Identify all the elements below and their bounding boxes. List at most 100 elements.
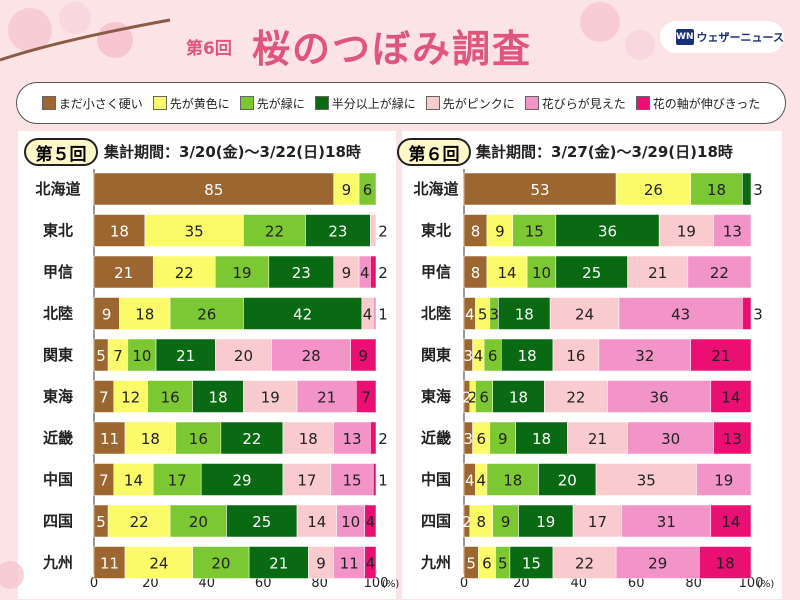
data-label: 4	[366, 555, 376, 573]
data-label: 3	[464, 347, 474, 365]
legend-label: 花びらが見えた	[541, 96, 626, 111]
legend-item: 花の軸が伸びきった	[635, 95, 760, 112]
data-label: 53	[531, 181, 550, 199]
bar-segment	[248, 546, 309, 579]
data-label: 25	[582, 264, 601, 282]
x-tick-label: 60	[255, 576, 272, 591]
data-label: 9	[359, 347, 369, 365]
data-label: 17	[168, 472, 187, 490]
data-label: 3	[489, 306, 499, 324]
bar-segment	[627, 255, 689, 289]
legend-label: まだ小さく硬い	[58, 96, 143, 111]
data-label: 21	[711, 347, 730, 365]
bar-segment	[215, 338, 272, 372]
data-label: 17	[297, 472, 316, 490]
bar-segment	[501, 338, 554, 372]
bar-segment	[169, 297, 244, 330]
data-label: 19	[677, 223, 696, 241]
bar-segment	[742, 172, 752, 206]
data-label: 3	[464, 430, 474, 448]
data-label: 16	[189, 430, 208, 448]
data-label: 2	[378, 223, 388, 241]
data-label: 7	[99, 472, 109, 490]
category-label: 近畿	[421, 429, 451, 447]
bar-segment	[710, 380, 752, 413]
cherry-blossom-decoration-right	[580, 2, 655, 60]
round6-period: 集計期間：3/27(金)〜3/29(日)18時	[476, 143, 733, 161]
legend-item: 半分以上が緑に	[314, 95, 416, 112]
data-label: 7	[99, 389, 109, 407]
bar-segment	[215, 255, 270, 289]
bar-segment	[93, 255, 154, 289]
x-tick-label: 100	[739, 576, 764, 591]
category-label: 中国	[421, 471, 451, 489]
data-label: 22	[242, 430, 261, 448]
data-label: 14	[721, 513, 740, 531]
data-label: 25	[252, 513, 271, 531]
bar-segment	[372, 297, 377, 330]
data-label: 4	[363, 306, 373, 324]
data-label: 22	[566, 389, 585, 407]
bar-segment	[192, 546, 250, 579]
data-label: 14	[307, 513, 326, 531]
legend-swatch	[524, 96, 539, 110]
data-label: 19	[714, 472, 733, 490]
data-label: 32	[635, 347, 654, 365]
data-label: 5	[96, 513, 106, 531]
logo-icon: WN	[676, 29, 694, 45]
data-label: 9	[495, 223, 505, 241]
data-label: 7	[113, 347, 123, 365]
bar-segment	[492, 504, 519, 538]
data-label: 8	[471, 223, 481, 241]
legend-item: 先が緑に	[239, 95, 305, 112]
data-label: 14	[124, 472, 143, 490]
category-label: 北海道	[413, 180, 458, 198]
bar-segment	[93, 172, 334, 206]
bar-segment	[699, 546, 752, 579]
data-label: 43	[671, 306, 690, 324]
cherry-blossom-decoration-bottom	[0, 561, 24, 589]
legend-item: 先が黄色に	[152, 95, 230, 112]
category-label: 甲信	[421, 263, 451, 281]
bar-segment	[370, 214, 377, 247]
bar-segment	[333, 172, 360, 206]
bar-segment	[498, 297, 551, 330]
x-tick-label: 40	[571, 576, 588, 591]
data-label: 20	[234, 347, 253, 365]
cherry-blossom-decoration-left	[0, 2, 171, 62]
bar-segment	[271, 338, 351, 372]
category-label: 近畿	[43, 429, 73, 447]
legend-label: 先が緑に	[256, 96, 305, 111]
bar-segment	[512, 214, 557, 247]
data-label: 26	[197, 306, 216, 324]
x-tick-label: 20	[142, 576, 159, 591]
data-label: 18	[532, 430, 551, 448]
data-label: 21	[588, 430, 607, 448]
data-label: 2	[462, 389, 472, 407]
data-label: 42	[293, 306, 312, 324]
data-label: 18	[716, 555, 735, 573]
data-label: 1	[378, 306, 388, 324]
data-label: 6	[488, 347, 498, 365]
data-label: 17	[588, 513, 607, 531]
round5-period: 集計期間：3/20(金)〜3/22(日)18時	[104, 143, 361, 161]
bar-segment	[463, 172, 617, 206]
bar-segment	[486, 463, 539, 496]
data-label: 10	[132, 347, 151, 365]
bar-segment	[549, 297, 620, 330]
bar-segment	[492, 380, 545, 413]
data-label: 24	[149, 555, 168, 573]
bar-segment	[169, 504, 227, 538]
bar-segment	[336, 504, 365, 538]
bar-segment	[370, 255, 377, 289]
bar-segment	[220, 421, 284, 455]
data-label: 23	[292, 264, 311, 282]
bar-segment	[93, 214, 146, 247]
bar-segment	[226, 504, 298, 538]
data-label: 1	[378, 472, 388, 490]
data-label: 18	[110, 223, 129, 241]
data-label: 4	[366, 513, 376, 531]
data-label: 18	[503, 472, 522, 490]
bar-segment	[296, 504, 337, 538]
bar-segment	[555, 255, 628, 289]
